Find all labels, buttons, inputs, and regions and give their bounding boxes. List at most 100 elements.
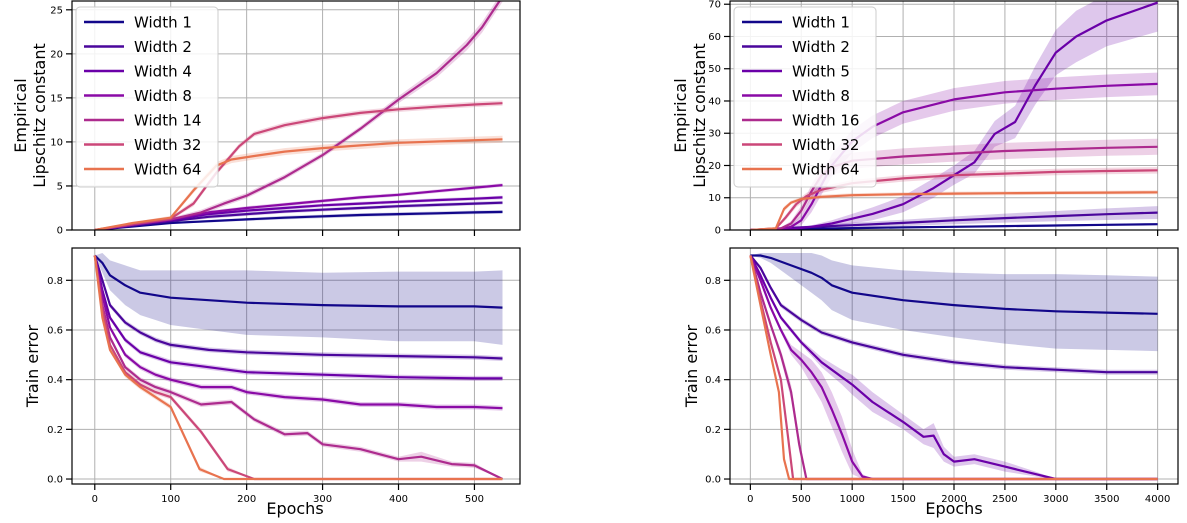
x-tick-label: 200	[237, 494, 256, 505]
series-line-2	[749, 254, 1158, 374]
x-tick-label: 4000	[1145, 494, 1170, 505]
series-line-5	[94, 1, 501, 230]
x-tick-label: 3000	[1043, 494, 1068, 505]
series-line-4	[749, 255, 1158, 481]
y-tick-label: 60	[708, 32, 721, 43]
series-line-1	[750, 223, 1158, 230]
y-tick-label: 0	[57, 226, 63, 237]
x-tick-label: 1500	[890, 494, 915, 505]
axes-frame	[71, 247, 521, 485]
y-tick-label: 50	[708, 64, 721, 75]
series-group	[93, 253, 503, 481]
y-tick-label: 15	[50, 93, 63, 104]
series-line-1	[750, 254, 1158, 315]
y-axis-label: Train error	[23, 324, 42, 408]
x-tick-label: 3500	[1094, 494, 1119, 505]
y-tick-label: 10	[708, 193, 721, 204]
series-band-2	[750, 206, 1158, 230]
y-tick-label: 20	[708, 161, 721, 172]
legend-entry-label: Width 2	[134, 38, 192, 56]
ticks: 0 500 1000 1500 2000 2500 3000 3500 4000 0.0 0.2 0.…	[705, 276, 1170, 505]
series-group	[94, 1, 503, 230]
y-tick-label: 0.8	[47, 276, 63, 287]
series-band-1	[94, 253, 503, 345]
axes-frame	[71, 0, 521, 231]
left-lipschitz-panel: 0 5 10 15 20 25 Empirical Lipschitz constant Wid…	[11, 0, 521, 237]
right-train-error-panel: 0 500 1000 1500 2000 2500 3000 3500 4000 0.0 0.2 0.…	[682, 247, 1179, 518]
x-tick-label: 1000	[839, 494, 864, 505]
y-tick-label: 20	[50, 49, 63, 60]
legend-entry-label: Width 2	[792, 38, 850, 56]
series-line-7	[749, 255, 1158, 481]
legend-box	[75, 6, 219, 188]
legend-entry-label: Width 4	[134, 63, 192, 81]
series-line-6	[93, 255, 503, 481]
series-band-3	[750, 1, 1158, 230]
series-line-3	[93, 255, 503, 380]
y-tick-label: 5	[57, 181, 63, 192]
x-tick-label: 2500	[992, 494, 1017, 505]
y-tick-label: 0.0	[705, 475, 721, 486]
y-tick-label: 0.8	[705, 276, 721, 287]
y-tick-label: 25	[50, 5, 63, 16]
legend-entry-label: Width 14	[134, 112, 201, 130]
x-axis-label: Epochs	[266, 499, 323, 518]
legend-entry-label: Width 5	[792, 63, 850, 81]
series-band-4	[750, 72, 1158, 230]
right-lipschitz-panel: 0 10 20 30 40 50 60 70 Empirical Lipschitz consta…	[671, 0, 1179, 237]
x-tick-label: 0	[92, 494, 98, 505]
y-tick-label: 0.0	[47, 475, 63, 486]
legend-entry-label: Width 32	[792, 136, 859, 154]
series-line-5	[749, 255, 1158, 481]
series-line-7	[93, 255, 503, 481]
legend-entry-label: Width 64	[792, 161, 859, 179]
series-line-4	[93, 255, 503, 410]
y-axis-label: Empirical	[671, 78, 690, 152]
legend: Width 1 Width 2 Width 5 Width 8 Width 16 Widt…	[733, 6, 877, 188]
legend-entry-label: Width 16	[792, 112, 859, 130]
ticks: 0 5 10 15 20 25	[50, 5, 476, 237]
series-line-1	[94, 254, 503, 309]
series-band-7	[750, 190, 1158, 230]
legend-box	[733, 6, 877, 188]
legend: Width 1 Width 2 Width 4 Width 8 Width 14 Widt…	[75, 6, 219, 188]
x-tick-label: 500	[792, 494, 811, 505]
y-tick-label: 40	[708, 96, 721, 107]
y-axis-label: Empirical	[11, 78, 30, 152]
y-tick-label: 30	[708, 129, 721, 140]
x-tick-label: 500	[465, 494, 484, 505]
ticks: 0 10 20 30 40 50 60 70	[708, 0, 1159, 237]
y-tick-label: 0.6	[47, 325, 63, 336]
left-train-error-panel: 0 100 200 300 400 500 0.0 0.2 0.4 0.6 0.8 Train err…	[23, 247, 521, 518]
y-tick-label: 0	[715, 226, 721, 237]
grid	[72, 248, 520, 484]
series-line-2	[93, 255, 503, 360]
y-axis-label: Lipschitz constant	[30, 43, 49, 188]
x-tick-label: 0	[747, 494, 753, 505]
x-tick-label: 2000	[941, 494, 966, 505]
series-line-6	[94, 102, 503, 230]
legend-entry-label: Width 32	[134, 136, 201, 154]
x-axis-label: Epochs	[925, 499, 982, 518]
y-tick-label: 10	[50, 137, 63, 148]
legend-entry-label: Width 8	[134, 87, 192, 105]
ticks: 0 100 200 300 400 500 0.0 0.2 0.4 0.6 0.8	[47, 276, 484, 505]
series-line-7	[94, 138, 503, 230]
y-axis-label: Train error	[682, 324, 701, 408]
series-band-1	[750, 253, 1158, 352]
series-line-1	[94, 210, 503, 230]
series-group	[749, 253, 1158, 481]
series-line-7	[750, 191, 1158, 230]
y-tick-label: 0.2	[47, 425, 63, 436]
y-tick-label: 0.4	[47, 375, 63, 386]
legend-entry-label: Width 64	[134, 161, 201, 179]
legend-entry-label: Width 1	[792, 14, 850, 32]
y-tick-label: 0.4	[705, 375, 721, 386]
legend-entry-label: Width 8	[792, 87, 850, 105]
series-band-3	[750, 255, 1158, 479]
y-tick-label: 70	[708, 0, 721, 11]
series-line-3	[749, 255, 1158, 481]
y-axis-label: Lipschitz constant	[690, 43, 709, 188]
series-line-5	[93, 255, 503, 480]
